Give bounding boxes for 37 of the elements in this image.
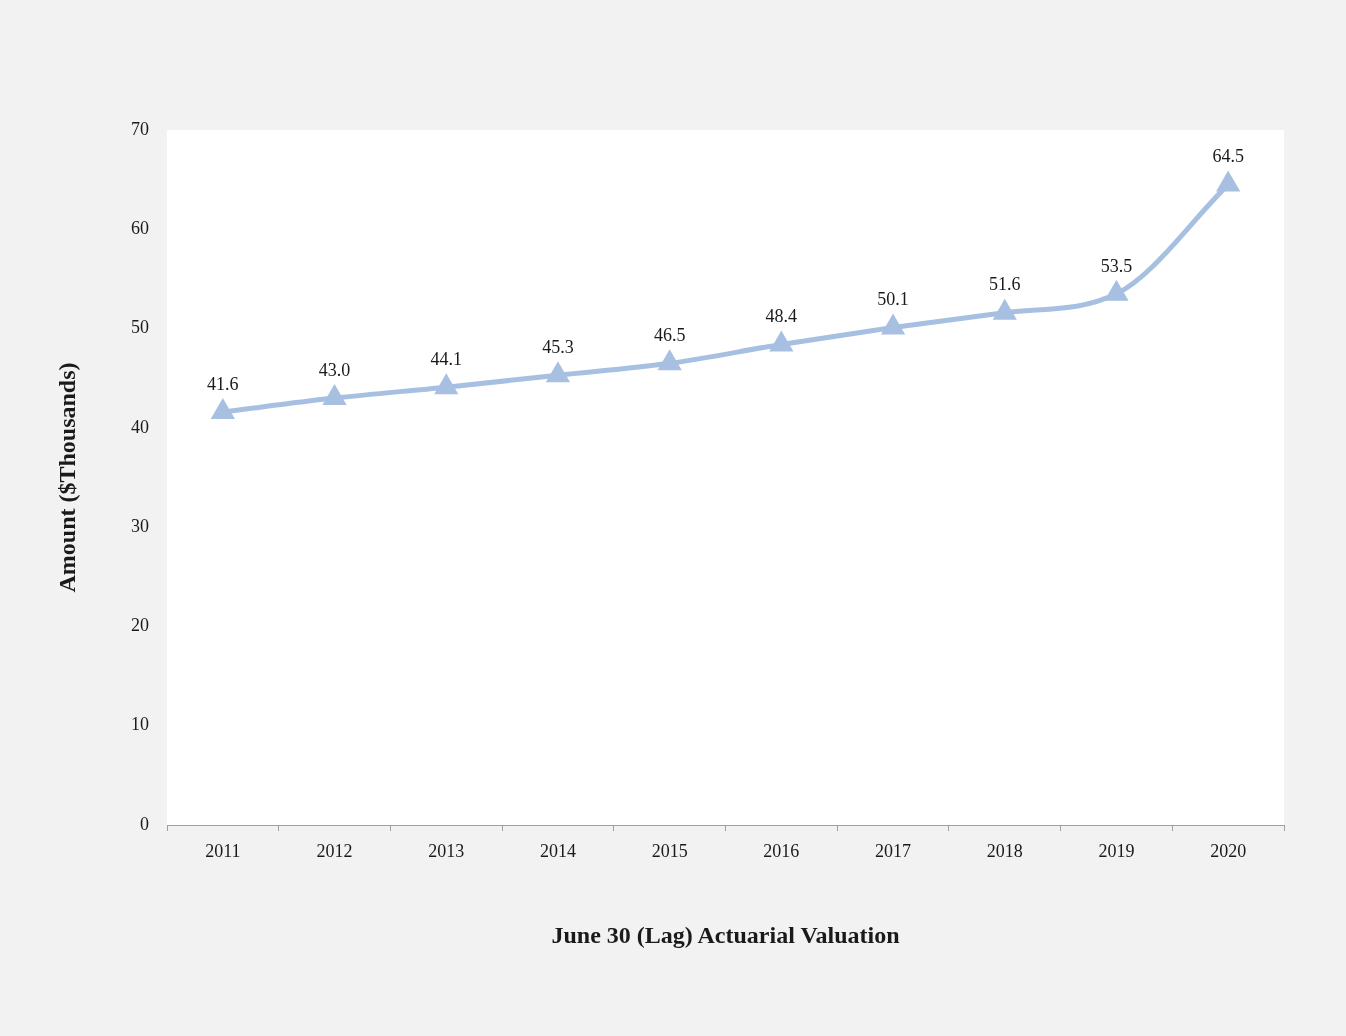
point (657, 349, 682, 371)
data-label: 45.3 (542, 336, 574, 357)
x-tick-label: 2013 (428, 840, 465, 861)
x-tick-label: 2016 (763, 840, 800, 861)
data-label: 48.4 (765, 306, 798, 327)
x-axis-title: June 30 (Lag) Actuarial Valuation (551, 921, 900, 948)
data-label: 51.6 (989, 274, 1021, 295)
data-label: 64.5 (1212, 146, 1244, 167)
y-tick-label: 0 (140, 813, 149, 834)
x-tick-label: 2017 (875, 840, 912, 861)
data-label: 44.1 (430, 348, 462, 369)
point (769, 330, 794, 352)
point (322, 384, 347, 406)
y-tick-label: 60 (131, 218, 149, 239)
point (546, 361, 570, 383)
y-axis-title: Amount ($Thousands) (53, 362, 80, 593)
x-tick-label: 2014 (539, 840, 576, 861)
point (994, 301, 1016, 320)
y-tick-label: 70 (131, 118, 149, 139)
x-tick-label: 2019 (1098, 840, 1135, 861)
x-tick-label: 2012 (316, 840, 353, 861)
point (212, 400, 234, 419)
data-label: 53.5 (1100, 255, 1133, 276)
data-label: 50.1 (877, 289, 909, 310)
x-tick-label: 2011 (205, 840, 241, 861)
x-tick-label: 2018 (986, 840, 1023, 861)
point (434, 373, 459, 395)
data-label: 41.6 (207, 373, 239, 394)
data-label: 43.0 (318, 359, 351, 380)
y-tick-label: 20 (131, 615, 149, 636)
x-tick-label: 2015 (651, 840, 688, 861)
y-tick-label: 50 (131, 317, 149, 338)
y-tick-label: 30 (131, 515, 149, 536)
y-tick-label: 40 (131, 416, 149, 437)
y-tick-label: 10 (131, 714, 149, 735)
x-tick-label: 2020 (1210, 840, 1247, 861)
data-label: 46.5 (653, 325, 686, 346)
